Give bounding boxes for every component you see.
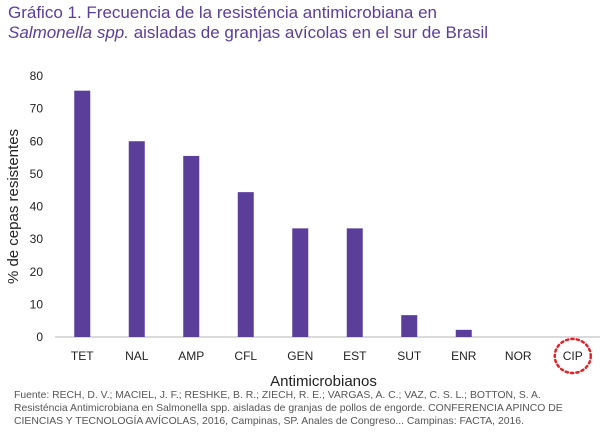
x-tick-label-gen: GEN — [287, 349, 313, 363]
title-species: Salmonella spp. — [8, 23, 129, 42]
y-axis-label: % de cepas resistentes — [5, 129, 22, 284]
title-line-2-rest: aisladas de granjas avícolas en el sur d… — [128, 23, 489, 42]
bar-cfl — [237, 192, 254, 337]
y-tick-label: 60 — [30, 134, 44, 148]
x-axis-label: Antimicrobianos — [270, 373, 377, 390]
y-tick-label: 50 — [30, 167, 44, 181]
bar-tet — [74, 90, 91, 338]
x-tick-label-est: EST — [343, 349, 367, 363]
y-tick-label: 20 — [30, 265, 44, 279]
bar-est — [346, 228, 363, 337]
y-tick-label: 70 — [30, 102, 44, 116]
bar-chart: 0 10 20 30 40 50 60 70 80 TET NAL AMP CFL GEN EST SUT E… — [5, 69, 600, 390]
x-tick-label-enr: ENR — [451, 349, 477, 363]
x-tick-label-tet: TET — [71, 349, 94, 363]
bar-nal — [128, 141, 145, 337]
y-tick-label: 30 — [30, 232, 44, 246]
x-tick-label-amp: AMP — [178, 349, 204, 363]
source-line-3: CIENCIAS Y TECNOLOGÍA AVÍCOLAS, 2016, Ca… — [14, 416, 524, 427]
chart-title: Gráfico 1. Frecuencia de la resisténcia … — [8, 3, 598, 43]
x-tick-label-cip: CIP — [563, 349, 583, 363]
highlight-circle — [553, 337, 592, 375]
title-line-2: Salmonella spp. aisladas de granjas avíc… — [8, 23, 598, 43]
source-line-2: Resisténcia Antimicrobiana en Salmonella… — [14, 403, 563, 414]
y-tick-label: 40 — [30, 200, 44, 214]
bar-amp — [183, 155, 200, 337]
x-tick-label-nor: NOR — [505, 349, 532, 363]
bar-enr — [455, 329, 472, 337]
x-tick-label-cfl: CFL — [234, 349, 257, 363]
bar-sut — [401, 315, 418, 337]
source-line-1: Fuente: RECH, D. V.; MACIEL, J. F.; RESH… — [14, 390, 541, 401]
x-tick-label-nal: NAL — [125, 349, 149, 363]
y-tick-label: 0 — [36, 330, 43, 344]
title-line-1: Gráfico 1. Frecuencia de la resisténcia … — [8, 3, 437, 22]
y-axis-ticks: 0 10 20 30 40 50 60 70 80 — [30, 69, 44, 344]
y-tick-label: 10 — [30, 297, 44, 311]
x-tick-label-sut: SUT — [397, 349, 422, 363]
bars — [74, 90, 472, 338]
source-citation: Fuente: RECH, D. V.; MACIEL, J. F.; RESH… — [14, 389, 596, 428]
x-axis-ticks: TET NAL AMP CFL GEN EST SUT ENR NOR CIP — [71, 349, 583, 363]
bar-gen — [292, 228, 309, 337]
y-tick-label: 80 — [30, 69, 44, 83]
